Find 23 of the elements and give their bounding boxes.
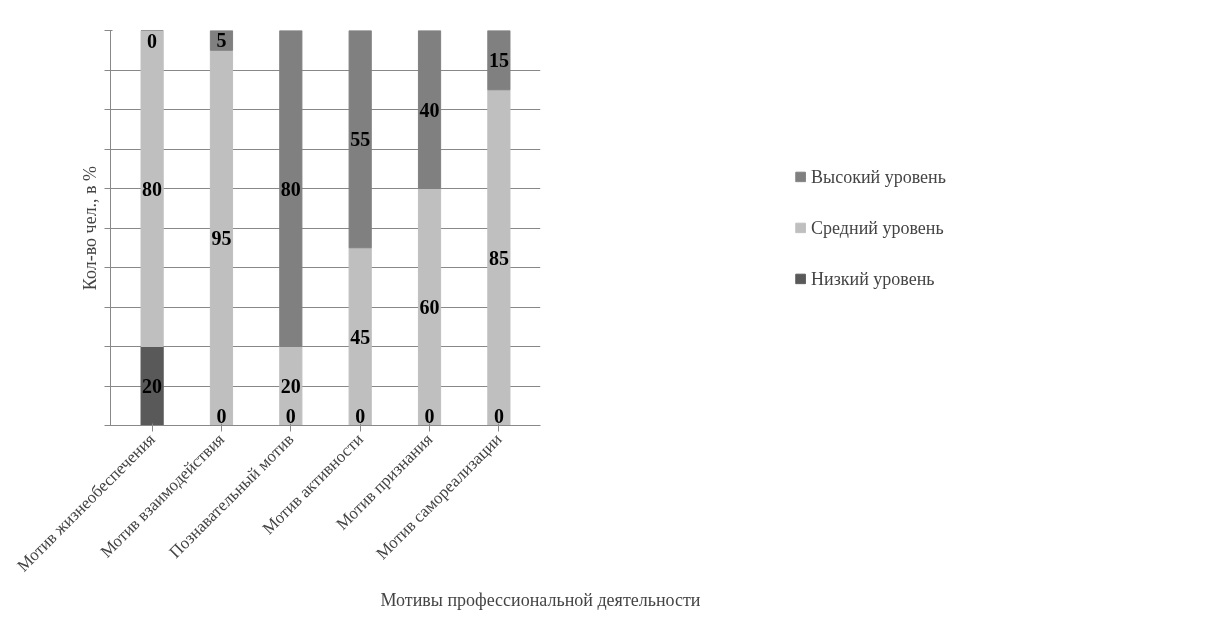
x-axis-title: Мотивы профессиональной деятельности: [380, 589, 701, 610]
data-label: 95: [211, 226, 232, 249]
data-label: 15: [488, 49, 509, 72]
data-label: 40: [419, 98, 440, 121]
legend-label: Низкий уровень: [811, 268, 935, 289]
y-axis-title: Кол-во чел., в %: [79, 165, 100, 291]
data-label: 85: [488, 246, 509, 269]
data-label: 55: [350, 128, 371, 151]
data-label: 45: [350, 325, 371, 348]
data-label: 60: [419, 296, 440, 318]
legend-label: Высокий уровень: [811, 166, 946, 187]
legend-label: Средний уровень: [811, 217, 944, 238]
data-label: 0: [285, 404, 296, 427]
data-label: 0: [147, 29, 158, 52]
data-label: 80: [280, 177, 301, 200]
data-label: 20: [142, 375, 163, 397]
data-label: 0: [355, 404, 366, 427]
data-label: 80: [142, 177, 163, 200]
data-label: 0: [216, 404, 227, 427]
data-label: 5: [216, 29, 227, 52]
data-label: 0: [493, 404, 504, 427]
data-label: 20: [280, 375, 301, 397]
data-label: 0: [424, 404, 435, 427]
